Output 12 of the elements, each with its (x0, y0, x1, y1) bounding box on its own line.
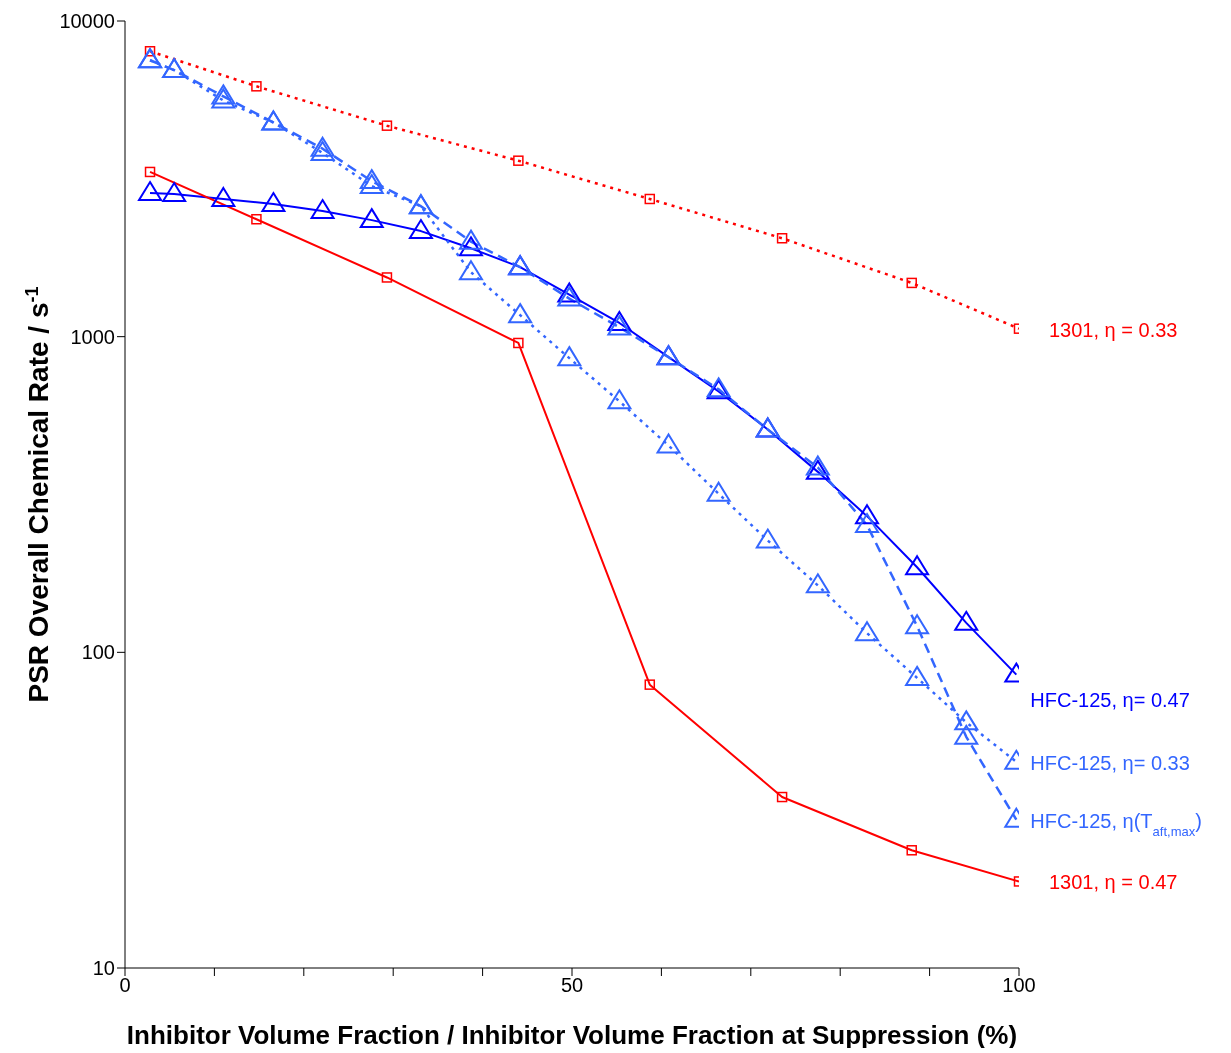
series-label: 1301, η = 0.33 (1049, 318, 1178, 341)
series-label: HFC-125, η= 0.33 (1030, 751, 1190, 774)
x-tick-label: 0 (119, 974, 131, 997)
y-tick-label: 10000 (59, 10, 115, 33)
y-tick-label: 100 (81, 641, 115, 664)
series-label: HFC-125, η(T$_{aft,max}$) (1030, 809, 1202, 839)
x-tick-label: 100 (1002, 974, 1036, 997)
y-tick-label: 10 (92, 957, 115, 980)
series-label: 1301, η = 0.47 (1049, 871, 1178, 894)
x-tick-label: 50 (560, 974, 584, 997)
series-label: HFC-125, η= 0.47 (1030, 688, 1190, 711)
y-tick-label: 1000 (70, 325, 115, 348)
